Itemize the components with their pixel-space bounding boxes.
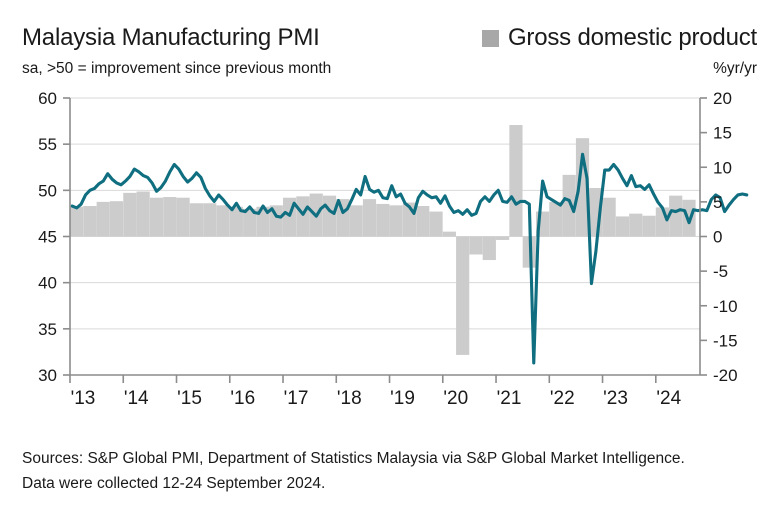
gdp-bar [163, 197, 177, 237]
gdp-bar [229, 206, 243, 237]
gdp-bar [189, 203, 204, 237]
gdp-bar [496, 236, 510, 240]
x-tick-label: '13 [71, 388, 96, 409]
gdp-bar [70, 206, 84, 237]
gdp-bar [615, 216, 630, 237]
chart-subtitle: sa, >50 = improvement since previous mon… [22, 60, 332, 77]
gdp-bar [416, 206, 430, 237]
y-tick-label-right: 0 [713, 228, 722, 247]
gdp-bar [376, 203, 390, 237]
chart-legend: Gross domestic product [481, 24, 757, 52]
gdp-bar [442, 231, 456, 237]
gdp-bar [429, 211, 443, 237]
gdp-bar [296, 196, 310, 237]
x-tick-label: '21 [497, 388, 522, 409]
gdp-bar [176, 197, 190, 237]
y-tick-label-left: 40 [38, 274, 57, 293]
right-axis-units: %yr/yr [713, 60, 757, 77]
chart-canvas: 30 35 40 45 50 55 60 -20 -15 -10 -5 0 5 10 15 20 '13 '14 '… [38, 89, 749, 409]
gdp-bar [322, 195, 337, 237]
gdp-bar [96, 201, 110, 237]
gdp-bar [629, 213, 643, 237]
gdp-bar [136, 191, 150, 237]
y-tick-label-right: -15 [713, 331, 738, 350]
y-tick-label-right: 10 [713, 158, 732, 177]
y-tick-label-right: -20 [713, 366, 738, 385]
gdp-bar [509, 125, 523, 237]
gdp-bar [243, 208, 257, 237]
gdp-bar [602, 197, 616, 237]
x-tick-label: '19 [390, 388, 415, 409]
y-tick-label-right: 15 [713, 124, 732, 143]
gdp-bar [123, 192, 137, 237]
y-tick-label-right: -10 [713, 297, 738, 316]
y-tick-label-right: -5 [713, 262, 728, 281]
gdp-bar [149, 197, 164, 237]
gdp-bar [562, 174, 576, 237]
page-title: Malaysia Manufacturing PMI [22, 24, 320, 51]
y-tick-label-left: 45 [38, 228, 57, 247]
y-tick-label-left: 60 [38, 89, 57, 108]
gdp-bar [109, 201, 124, 237]
y-tick-label-left: 55 [38, 135, 57, 154]
x-tick-label: '18 [337, 388, 362, 409]
y-tick-label-right: 20 [713, 89, 732, 108]
gdp-bar [216, 205, 230, 237]
x-tick-label: '14 [124, 388, 149, 409]
x-tick-label: '16 [230, 388, 255, 409]
gdp-bar [203, 203, 217, 237]
x-tick-label: '22 [550, 388, 575, 409]
pmi-line [70, 152, 749, 365]
x-tick-label: '20 [443, 388, 468, 409]
footer-collection-line: Data were collected 12-24 September 2024… [22, 475, 326, 492]
gdp-bar [642, 215, 656, 237]
gdp-bars [70, 125, 696, 355]
x-tick-label: '17 [284, 388, 309, 409]
x-tick-label: '24 [656, 388, 681, 409]
y-tick-label-left: 30 [38, 366, 57, 385]
gdp-bar [362, 199, 377, 237]
gdp-bar [482, 236, 496, 261]
chart-footer: Sources: S&P Global PMI, Department of S… [22, 446, 685, 496]
y-tick-label-right: 5 [713, 193, 722, 212]
chart-svg: 30 35 40 45 50 55 60 -20 -15 -10 -5 0 5 10 15 20 '13 '14 '… [38, 89, 749, 409]
gdp-bar [83, 206, 97, 237]
legend-swatch-gdp [481, 29, 499, 47]
legend-label-gdp: Gross domestic product [507, 24, 757, 51]
x-tick-label: '15 [177, 388, 202, 409]
gdp-bar [456, 236, 470, 355]
gdp-bar [549, 201, 563, 237]
x-tick-label: '23 [603, 388, 628, 409]
gdp-bar [349, 205, 363, 237]
y-tick-label-left: 35 [38, 320, 57, 339]
y-tick-label-left: 50 [38, 181, 57, 200]
gdp-bar [669, 195, 683, 237]
axes: 30 35 40 45 50 55 60 -20 -15 -10 -5 0 5 10 15 20 '13 '14 '… [38, 89, 738, 409]
gdp-bar [389, 205, 403, 237]
footer-sources-line: Sources: S&P Global PMI, Department of S… [22, 450, 685, 467]
gdp-bar [575, 138, 590, 237]
gdp-bar [469, 236, 483, 255]
